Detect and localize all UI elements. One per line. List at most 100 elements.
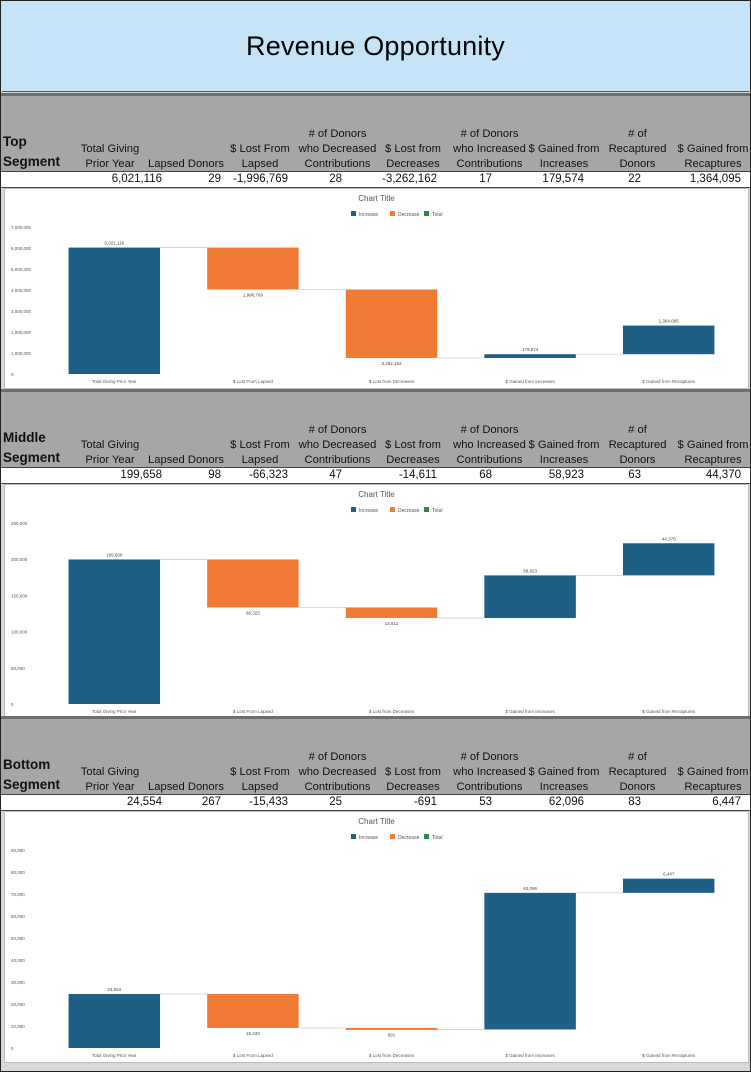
y-tick-label: 10,000 — [11, 1024, 25, 1029]
metric-value: 22 — [628, 173, 641, 185]
metrics-row: 24,554 267 -15,433 25 -691 53 62,096 83 6,447 — [1, 794, 750, 811]
waterfall-bar — [68, 993, 161, 1048]
legend-label: Decrease — [398, 212, 420, 218]
column-header: $ Lost from Decreases — [385, 439, 441, 466]
category-label: $ Lost From Lapsed — [233, 709, 274, 714]
data-label: 62,096 — [523, 886, 537, 891]
y-tick-label: 70,000 — [11, 892, 25, 897]
y-tick-label: 60,000 — [11, 914, 25, 919]
data-label: 691 — [388, 1032, 396, 1037]
metric-value: 6,447 — [712, 796, 741, 808]
category-label: $ Gained from Recaptures — [642, 379, 696, 384]
category-label: Total Giving Prior Year — [92, 709, 137, 714]
chart-title: Chart Title — [358, 490, 395, 499]
legend-label: Decrease — [398, 835, 420, 841]
y-tick-label: 2,000,000 — [11, 330, 32, 335]
metrics-row: 6,021,116 29 -1,996,769 28 -3,262,162 17 179,5… — [1, 171, 750, 188]
legend-label: Total — [432, 212, 443, 218]
category-label: $ Lost from Decreases — [369, 709, 415, 714]
title-banner: Revenue Opportunity — [2, 2, 749, 92]
column-header: $ Gained from Increases — [528, 439, 600, 466]
y-tick-label: 50,000 — [11, 936, 25, 941]
metric-value: 17 — [479, 173, 492, 185]
data-label: 58,923 — [523, 568, 537, 573]
metric-value: 25 — [329, 796, 342, 808]
column-header: Lapsed Donors — [148, 454, 224, 466]
legend-swatch — [351, 834, 356, 839]
data-label: 66,323 — [246, 610, 260, 615]
data-label: 6,021,116 — [104, 241, 124, 246]
metrics-row: 199,658 98 -66,323 47 -14,611 68 58,923 63 44,37… — [1, 467, 750, 484]
metric-value: 62,096 — [548, 796, 584, 808]
metric-value: 1,364,095 — [689, 173, 741, 185]
metric-value: 58,923 — [548, 469, 584, 481]
metric-value: 63 — [628, 469, 641, 481]
metric-value: 29 — [208, 173, 221, 185]
legend-swatch — [424, 211, 429, 216]
column-header: $ Lost From Lapsed — [230, 439, 290, 466]
chart-title: Chart Title — [358, 194, 395, 203]
column-header: # of Recaptured Donors — [608, 128, 667, 170]
legend-label: Total — [432, 508, 443, 514]
waterfall-bar — [345, 1027, 438, 1030]
data-label: 6,447 — [663, 872, 675, 877]
y-tick-label: 90,000 — [11, 848, 25, 853]
waterfall-bar — [484, 892, 576, 1030]
metric-value: -66,323 — [248, 469, 288, 481]
waterfall-bar — [484, 575, 576, 619]
category-label: Total Giving Prior Year — [92, 379, 137, 384]
y-tick-label: 30,000 — [11, 980, 25, 985]
chart-title: Chart Title — [358, 817, 395, 826]
metric-value: -15,433 — [248, 796, 288, 808]
category-label: $ Gained from Recaptures — [642, 1053, 696, 1058]
data-label: 24,554 — [107, 987, 121, 992]
y-tick-label: 0 — [11, 372, 14, 377]
data-label: 44,370 — [662, 536, 676, 541]
segment-name: Top Segment — [3, 134, 61, 169]
legend-swatch — [390, 211, 395, 216]
legend-swatch — [351, 211, 356, 216]
chart-svg: Chart Title Increase Decrease Total 0 10,000 2… — [11, 817, 715, 1058]
column-header: Total Giving Prior Year — [80, 143, 140, 170]
column-header: $ Lost from Decreases — [385, 143, 441, 170]
waterfall-bar — [484, 354, 576, 358]
y-tick-label: 3,000,000 — [11, 309, 32, 314]
y-tick-label: 4,000,000 — [11, 288, 32, 293]
legend-swatch — [351, 507, 356, 512]
legend-label: Decrease — [398, 508, 420, 514]
category-label: $ Gained from Increases — [505, 1053, 555, 1058]
metric-value: 199,658 — [120, 469, 162, 481]
metric-value: -691 — [413, 796, 437, 808]
category-label: $ Gained from Recaptures — [642, 709, 696, 714]
chart-svg: Chart Title Increase Decrease Total 0 50,000 1… — [11, 490, 715, 714]
waterfall-bar — [207, 247, 299, 290]
column-header: # of Donors who Increased Contributions — [453, 751, 526, 793]
y-tick-label: 40,000 — [11, 958, 25, 963]
data-label: 15,433 — [246, 1031, 260, 1036]
category-label: Total Giving Prior Year — [92, 1053, 137, 1058]
y-tick-label: 50,000 — [11, 666, 25, 671]
column-header: # of Donors who Decreased Contributions — [298, 751, 377, 793]
column-header: $ Gained from Recaptures — [677, 766, 749, 793]
y-tick-label: 100,000 — [11, 630, 28, 635]
page-title: Revenue Opportunity — [246, 31, 505, 61]
waterfall-bar — [68, 559, 161, 704]
column-header: Lapsed Donors — [148, 781, 224, 793]
y-tick-label: 0 — [11, 1046, 14, 1051]
segment-header: Top Segment Total Giving Prior Year Lapsed… — [1, 93, 750, 174]
data-label: 199,658 — [106, 552, 123, 557]
y-tick-label: 150,000 — [11, 593, 28, 598]
legend-label: Increase — [359, 835, 378, 841]
metric-value: 68 — [479, 469, 492, 481]
metric-value: 24,554 — [126, 796, 162, 808]
metric-value: 44,370 — [705, 469, 741, 481]
column-header: # of Donors who Decreased Contributions — [298, 128, 377, 170]
column-header: $ Gained from Recaptures — [677, 439, 749, 466]
column-header: Lapsed Donors — [148, 158, 224, 170]
category-label: $ Gained from Increases — [505, 379, 555, 384]
y-tick-label: 7,000,000 — [11, 225, 32, 230]
y-tick-label: 80,000 — [11, 870, 25, 875]
data-label: 3,262,162 — [381, 361, 402, 366]
metric-value: 28 — [329, 173, 342, 185]
